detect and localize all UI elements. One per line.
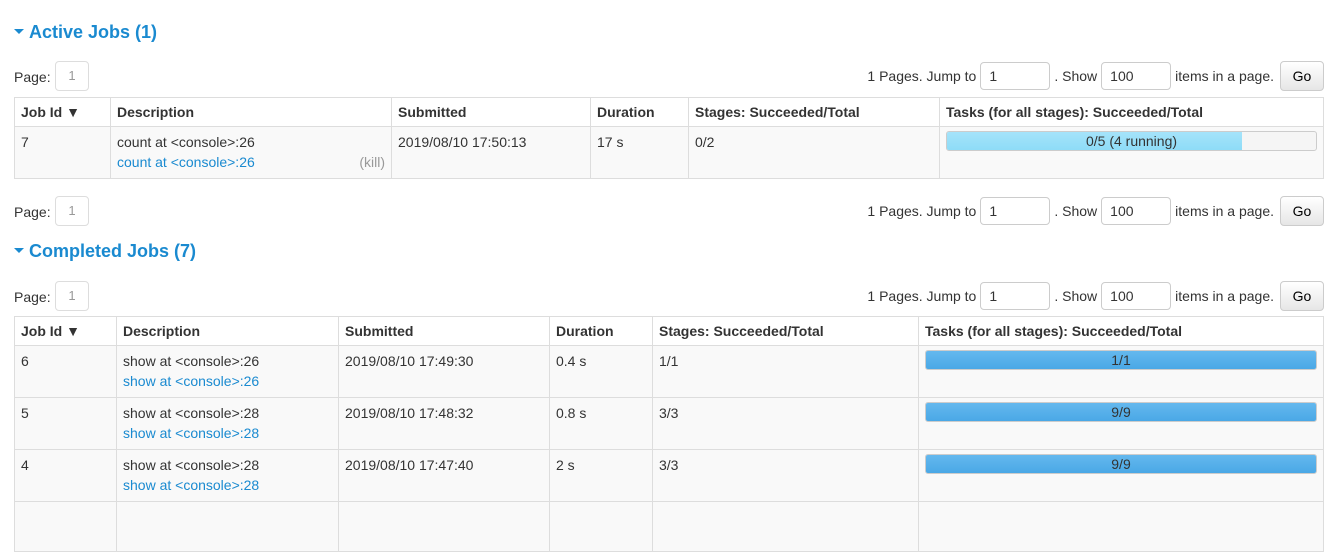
jump-to-page-input[interactable] [980, 62, 1051, 90]
page-1-button[interactable]: 1 [55, 281, 89, 311]
stages: 3/3 [652, 449, 919, 502]
stages: 0/2 [688, 126, 940, 179]
tasks-text: 0/5 (4 running) [1085, 133, 1178, 149]
page-size-input[interactable] [1101, 197, 1172, 225]
column-header[interactable]: Tasks (for all stages): Succeeded/Total [918, 316, 1324, 346]
job-id: 5 [14, 397, 117, 450]
jump-to-page-input[interactable] [980, 282, 1051, 310]
duration: 0.4 s [549, 345, 653, 398]
go-button[interactable]: Go [1280, 61, 1324, 91]
table-row: 7 count at <console>:26 (kill) count at … [14, 126, 1324, 179]
kill-link[interactable]: (kill) [359, 154, 385, 170]
pagination-controls: 1 Pages. Jump to . Show items in a page.… [867, 61, 1324, 91]
tasks-cell: 9/9 [918, 449, 1324, 502]
table-row: 6 show at <console>:26 show at <console>… [14, 345, 1324, 398]
caret-down-icon [14, 28, 24, 34]
page-1-button[interactable]: 1 [55, 196, 89, 226]
task-progress-bar: 9/9 [925, 454, 1317, 474]
page-1-button[interactable]: 1 [55, 61, 89, 91]
submitted: 2019/08/10 17:49:30 [338, 345, 550, 398]
pages-text: 1 Pages. Jump to [867, 288, 977, 304]
job-id: 4 [14, 449, 117, 502]
active-jobs-toggle[interactable]: Active Jobs (1) [14, 22, 157, 43]
stages: 3/3 [652, 397, 919, 450]
duration: 17 s [590, 126, 689, 179]
progress-fill [926, 351, 1316, 369]
pages-text: 1 Pages. Jump to [867, 203, 977, 219]
task-progress-bar: 1/1 [925, 350, 1317, 370]
table-row: 5 show at <console>:28 show at <console>… [14, 397, 1324, 450]
completed-jobs-title: Completed Jobs (7) [29, 241, 197, 261]
page-label: Page: [14, 204, 51, 220]
tasks-text: 1/1 [1111, 352, 1131, 368]
table-row: 4 show at <console>:28 show at <console>… [14, 449, 1324, 502]
go-button[interactable]: Go [1280, 196, 1324, 226]
items-text: items in a page. [1175, 203, 1274, 219]
tasks-cell: 9/9 [918, 397, 1324, 450]
pagination-controls: 1 Pages. Jump to . Show items in a page.… [867, 281, 1324, 311]
progress-fill [947, 132, 1243, 150]
page-size-input[interactable] [1101, 62, 1172, 90]
page-label: Page: [14, 289, 51, 305]
description-cell: show at <console>:28 show at <console>:2… [116, 449, 339, 502]
column-header[interactable]: Description [110, 97, 392, 127]
duration: 2 s [549, 449, 653, 502]
jump-to-page-input[interactable] [980, 197, 1051, 225]
submitted: 2019/08/10 17:50:13 [391, 126, 591, 179]
job-description: show at <console>:28 [123, 457, 260, 473]
show-text: . Show [1054, 68, 1098, 84]
items-text: items in a page. [1175, 68, 1274, 84]
progress-fill [926, 455, 1316, 473]
column-header[interactable]: Duration [549, 316, 653, 346]
column-header[interactable]: Submitted [338, 316, 550, 346]
page-size-input[interactable] [1101, 282, 1172, 310]
show-text: . Show [1054, 288, 1098, 304]
tasks-text: 9/9 [1111, 404, 1131, 420]
tasks-text: 9/9 [1111, 456, 1131, 472]
job-description: count at <console>:26 [117, 134, 255, 150]
active-jobs-title: Active Jobs (1) [29, 22, 158, 42]
submitted: 2019/08/10 17:47:40 [338, 449, 550, 502]
duration: 0.8 s [549, 397, 653, 450]
page-label: Page: [14, 69, 51, 85]
job-description: show at <console>:28 [123, 405, 260, 421]
caret-down-icon [14, 247, 24, 253]
job-link[interactable]: count at <console>:26 [117, 154, 255, 170]
column-header[interactable]: Job Id ▼ [14, 97, 111, 127]
column-header[interactable]: Stages: Succeeded/Total [688, 97, 940, 127]
column-header[interactable]: Duration [590, 97, 689, 127]
go-button[interactable]: Go [1280, 281, 1324, 311]
description-cell: count at <console>:26 (kill) count at <c… [110, 126, 392, 179]
column-header[interactable]: Description [116, 316, 339, 346]
job-link[interactable]: show at <console>:28 [123, 425, 260, 441]
job-link[interactable]: show at <console>:26 [123, 373, 260, 389]
stages: 1/1 [652, 345, 919, 398]
column-header[interactable]: Submitted [391, 97, 591, 127]
completed-jobs-toggle[interactable]: Completed Jobs (7) [14, 241, 196, 262]
tasks-cell: 0/5 (4 running) [939, 126, 1324, 179]
description-cell: show at <console>:26 show at <console>:2… [116, 345, 339, 398]
progress-fill [926, 403, 1316, 421]
column-header[interactable]: Tasks (for all stages): Succeeded/Total [939, 97, 1324, 127]
task-progress-bar: 9/9 [925, 402, 1317, 422]
job-link[interactable]: show at <console>:28 [123, 477, 260, 493]
column-header[interactable]: Stages: Succeeded/Total [652, 316, 919, 346]
tasks-cell: 1/1 [918, 345, 1324, 398]
job-id: 6 [14, 345, 117, 398]
job-id: 7 [14, 126, 111, 179]
job-description: show at <console>:26 [123, 353, 260, 369]
column-header[interactable]: Job Id ▼ [14, 316, 117, 346]
table-row [14, 501, 1324, 552]
submitted: 2019/08/10 17:48:32 [338, 397, 550, 450]
pagination-controls: 1 Pages. Jump to . Show items in a page.… [867, 196, 1324, 226]
pages-text: 1 Pages. Jump to [867, 68, 977, 84]
items-text: items in a page. [1175, 288, 1274, 304]
show-text: . Show [1054, 203, 1098, 219]
task-progress-bar: 0/5 (4 running) [946, 131, 1317, 151]
description-cell: show at <console>:28 show at <console>:2… [116, 397, 339, 450]
